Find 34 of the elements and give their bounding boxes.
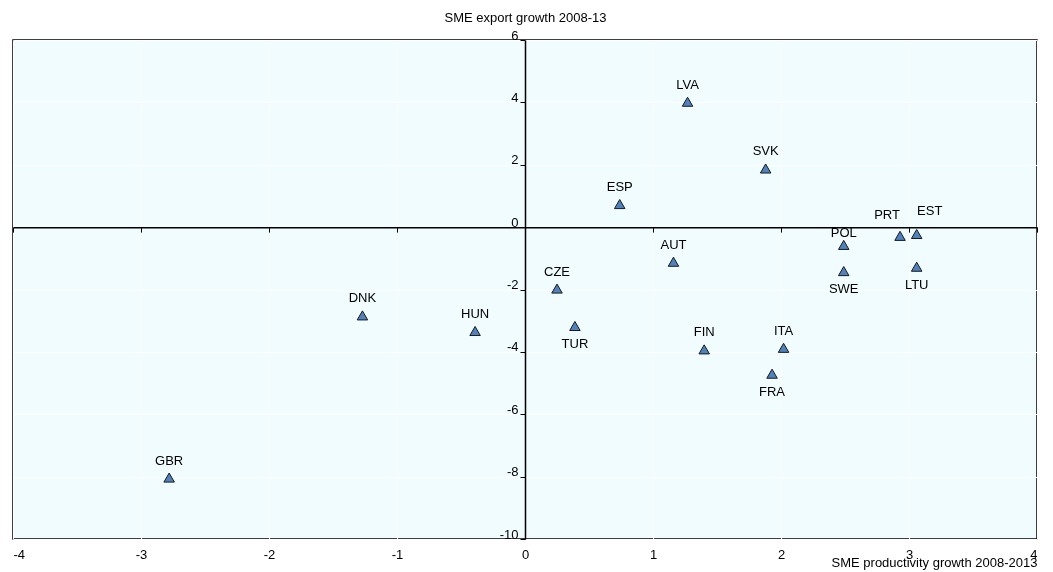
x-tick-label: -1	[391, 546, 404, 562]
series-label: GBR	[155, 452, 184, 468]
series-label: FIN	[693, 324, 715, 340]
series-label: CZE	[544, 263, 571, 279]
series-label: DNK	[348, 290, 377, 306]
series-label: PRT	[874, 206, 900, 222]
series-label: SVK	[752, 143, 779, 159]
y-tick-label: -2	[506, 277, 519, 292]
series-label: LVA	[676, 76, 700, 92]
series-label: ITA	[773, 322, 794, 338]
series-label: SWE	[828, 281, 859, 297]
y-tick-label: -6	[506, 401, 519, 417]
y-tick-label: 0	[511, 214, 519, 230]
series-label: ESP	[606, 179, 633, 195]
y-tick-label: -10	[499, 526, 519, 542]
y-tick-label: 2	[511, 152, 519, 168]
x-tick-label: 0	[521, 546, 530, 562]
series-label: HUN	[460, 305, 490, 321]
series-label: TUR	[561, 335, 589, 351]
series-label: POL	[830, 224, 857, 240]
y-tick-label: 4	[511, 89, 519, 105]
y-tick-label: -8	[506, 464, 519, 480]
x-tick-label: -4	[13, 546, 26, 562]
x-tick-label: 2	[777, 546, 786, 562]
x-tick-label: 1	[649, 546, 658, 562]
series-label: FRA	[759, 383, 786, 399]
y-tick-label: -4	[506, 339, 519, 355]
y-axis-title: SME export growth 2008-13	[444, 9, 607, 25]
series-label: LTU	[904, 276, 929, 292]
series-label: AUT	[660, 236, 687, 252]
x-tick-label: -2	[263, 546, 276, 562]
series-label: EST	[917, 202, 943, 218]
x-tick-label: -3	[135, 546, 148, 562]
y-tick-label: 6	[511, 27, 519, 43]
